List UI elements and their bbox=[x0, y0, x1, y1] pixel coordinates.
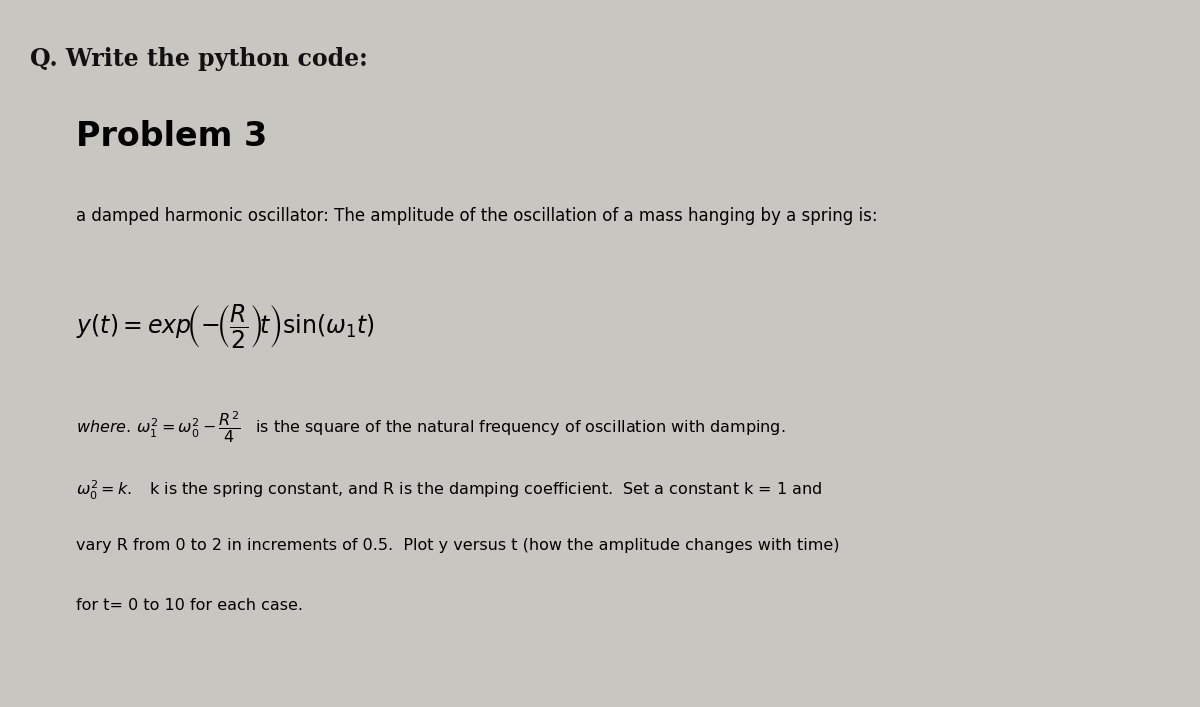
Text: vary R from 0 to 2 in increments of 0.5.  Plot y versus t (how the amplitude cha: vary R from 0 to 2 in increments of 0.5.… bbox=[76, 538, 840, 553]
Text: a damped harmonic oscillator: The amplitude of the oscillation of a mass hanging: a damped harmonic oscillator: The amplit… bbox=[76, 206, 877, 225]
Text: Problem 3: Problem 3 bbox=[76, 120, 268, 153]
Text: $where.\,\omega_1^2 = \omega_0^2 - \dfrac{R^2}{4}\;$  is the square of the natur: $where.\,\omega_1^2 = \omega_0^2 - \dfra… bbox=[76, 409, 786, 445]
Text: Q. Write the python code:: Q. Write the python code: bbox=[30, 47, 367, 71]
Text: $\omega_0^2 = k.\;$  k is the spring constant, and R is the damping coefficient.: $\omega_0^2 = k.\;$ k is the spring cons… bbox=[76, 479, 822, 501]
Text: for t= 0 to 10 for each case.: for t= 0 to 10 for each case. bbox=[76, 598, 304, 613]
Text: $y(t) = exp\!\left(-\!\left(\dfrac{R}{2}\right)\!t\right)\sin(\omega_1 t)$: $y(t) = exp\!\left(-\!\left(\dfrac{R}{2}… bbox=[76, 302, 376, 350]
